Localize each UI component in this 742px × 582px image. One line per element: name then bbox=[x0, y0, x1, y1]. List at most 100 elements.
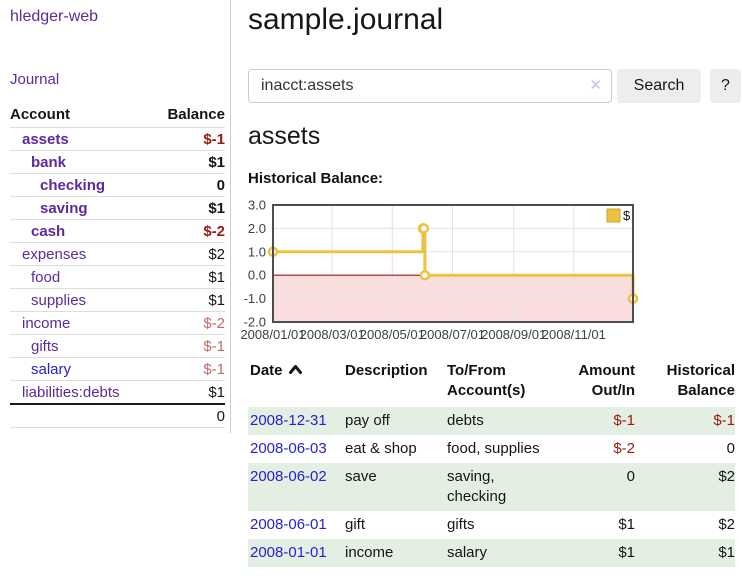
accounts-total-balance: 0 bbox=[216, 408, 225, 425]
account-name-cell: supplies bbox=[10, 289, 151, 312]
account-name-cell: income bbox=[10, 312, 151, 335]
transaction-amount: $-1 bbox=[613, 412, 635, 429]
account-link-bank[interactable]: bank bbox=[31, 154, 67, 171]
transaction-accounts: food, supplies bbox=[447, 440, 540, 457]
main-content: sample.journal ✕ Search ? assets Histori… bbox=[240, 0, 742, 582]
transaction-date-link[interactable]: 2008-06-03 bbox=[250, 440, 327, 457]
transaction-accounts: saving, checking bbox=[447, 468, 507, 505]
date-column-label: Date bbox=[250, 362, 283, 379]
x-tick-label: 2008/11/01 bbox=[542, 327, 606, 342]
register-header-accounts: To/From Account(s) bbox=[447, 362, 526, 399]
transaction-description: income bbox=[345, 544, 394, 561]
y-tick-label: 0.0 bbox=[248, 268, 266, 283]
accounts-total-row: 0 bbox=[10, 404, 225, 428]
transaction-balance: 0 bbox=[726, 440, 735, 457]
clear-search-icon[interactable]: ✕ bbox=[589, 77, 602, 94]
transaction-row: 2008-06-01 gift gifts $1 $2 bbox=[248, 511, 735, 539]
transaction-accounts: gifts bbox=[447, 516, 475, 533]
legend-label: $ bbox=[623, 208, 631, 223]
register-header-balance: Historical Balance bbox=[666, 362, 735, 399]
y-tick-label: 2.0 bbox=[248, 221, 266, 236]
transaction-date-link[interactable]: 2008-12-31 bbox=[250, 412, 327, 429]
journal-nav-link[interactable]: Journal bbox=[10, 71, 60, 88]
register-table: Date Description To/From Account(s) Amou… bbox=[248, 361, 735, 567]
transaction-date-cell: 2008-06-01 bbox=[248, 511, 345, 539]
transaction-accounts: debts bbox=[447, 412, 484, 429]
account-balance: $-1 bbox=[203, 131, 225, 148]
sidebar: hledger-web Journal Account Balance asse… bbox=[0, 0, 231, 433]
transaction-row: 2008-06-03 eat & shop food, supplies $-2 0 bbox=[248, 435, 735, 463]
register-header-date[interactable]: Date bbox=[248, 361, 345, 407]
account-row: supplies $1 bbox=[10, 288, 225, 312]
accounts-header-account: Account bbox=[10, 106, 70, 123]
x-tick-label: 2008/03/01 bbox=[300, 327, 365, 342]
account-balance: $-1 bbox=[203, 338, 225, 355]
transaction-accounts: salary bbox=[447, 544, 488, 561]
search-bar: ✕ Search ? bbox=[248, 69, 742, 103]
transaction-row: 2008-01-01 income salary $1 $1 bbox=[248, 539, 735, 567]
search-input[interactable] bbox=[248, 69, 612, 103]
x-tick-label: 2008/01/01 bbox=[240, 327, 305, 342]
transaction-amount: $1 bbox=[618, 516, 635, 533]
account-name-cell: salary bbox=[10, 358, 151, 381]
account-row: cash $-2 bbox=[10, 219, 225, 243]
account-link-gifts[interactable]: gifts bbox=[31, 338, 59, 355]
account-row: gifts $-1 bbox=[10, 334, 225, 358]
transaction-balance: $2 bbox=[718, 516, 735, 533]
transaction-balance: $-1 bbox=[713, 412, 735, 429]
transaction-date-link[interactable]: 2008-06-01 bbox=[250, 516, 327, 533]
y-tick-label: -1.0 bbox=[244, 291, 266, 306]
x-tick-label: 2008/07/01 bbox=[420, 327, 485, 342]
account-balance: $-2 bbox=[203, 223, 225, 240]
account-row: income $-2 bbox=[10, 311, 225, 335]
account-name-cell: bank bbox=[10, 151, 151, 174]
account-name-cell: expenses bbox=[10, 243, 151, 266]
account-link-salary[interactable]: salary bbox=[31, 361, 72, 378]
plot-border bbox=[272, 204, 634, 323]
transaction-amount: 0 bbox=[626, 468, 635, 485]
account-link-checking[interactable]: checking bbox=[40, 177, 106, 194]
transaction-balance: $2 bbox=[718, 468, 735, 485]
account-row: saving $1 bbox=[10, 196, 225, 220]
search-input-wrap: ✕ bbox=[248, 69, 612, 103]
accounts-table: Account Balance assets $-1 bank $1 checking 0… bbox=[10, 103, 225, 428]
account-link-cash[interactable]: cash bbox=[31, 223, 66, 240]
account-row: assets $-1 bbox=[10, 127, 225, 151]
account-balance: $-1 bbox=[203, 361, 225, 378]
account-link-income[interactable]: income bbox=[22, 315, 71, 332]
data-point-marker bbox=[419, 269, 431, 281]
account-row: checking 0 bbox=[10, 173, 225, 197]
app-title-link[interactable]: hledger-web bbox=[10, 8, 99, 25]
accounts-header-balance: Balance bbox=[167, 106, 225, 123]
account-link-liabilities-debts[interactable]: liabilities:debts bbox=[22, 384, 120, 401]
account-link-expenses[interactable]: expenses bbox=[22, 246, 87, 263]
account-balance: $2 bbox=[208, 246, 225, 263]
account-name-cell: saving bbox=[10, 197, 151, 220]
account-balance: 0 bbox=[216, 177, 225, 194]
account-name-cell: assets bbox=[10, 128, 151, 151]
account-name-cell: gifts bbox=[10, 335, 151, 358]
search-button[interactable]: Search bbox=[617, 69, 701, 103]
account-balance: $1 bbox=[208, 269, 225, 286]
account-name-cell: checking bbox=[10, 174, 151, 197]
accounts-total-spacer bbox=[10, 404, 151, 428]
sort-ascending-icon bbox=[288, 365, 302, 374]
transaction-description: gift bbox=[345, 516, 366, 533]
transaction-description: eat & shop bbox=[345, 440, 417, 457]
account-link-supplies[interactable]: supplies bbox=[31, 292, 87, 309]
x-tick-label: 2008/05/01 bbox=[360, 327, 425, 342]
account-row: salary $-1 bbox=[10, 357, 225, 381]
transaction-date-link[interactable]: 2008-01-01 bbox=[250, 544, 327, 561]
transaction-date-link[interactable]: 2008-06-02 bbox=[250, 468, 327, 485]
y-tick-label: -2.0 bbox=[244, 315, 266, 330]
account-row: expenses $2 bbox=[10, 242, 225, 266]
transaction-date-cell: 2008-06-03 bbox=[248, 435, 345, 463]
help-button[interactable]: ? bbox=[710, 69, 741, 103]
transaction-row: 2008-12-31 pay off debts $-1 $-1 bbox=[248, 407, 735, 435]
account-link-assets[interactable]: assets bbox=[22, 131, 69, 148]
historical-balance-chart: $3.0 2.0 1.0 0.0 -1.0 -2.02008/01/012008/03/0… bbox=[240, 198, 639, 342]
transaction-date-cell: 2008-01-01 bbox=[248, 539, 345, 567]
account-link-food[interactable]: food bbox=[31, 269, 61, 286]
account-name-cell: cash bbox=[10, 220, 151, 243]
account-link-saving[interactable]: saving bbox=[40, 200, 88, 217]
